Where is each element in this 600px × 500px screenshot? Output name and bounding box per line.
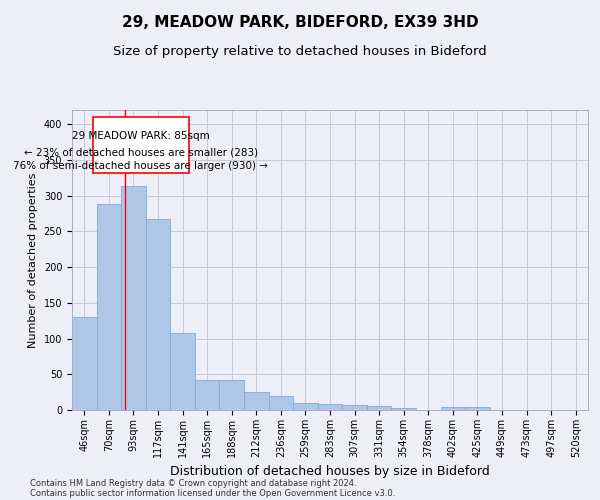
Text: Contains HM Land Registry data © Crown copyright and database right 2024.: Contains HM Land Registry data © Crown c…: [30, 478, 356, 488]
Bar: [293, 403, 318, 410]
Bar: [391, 408, 416, 410]
Text: 29 MEADOW PARK: 85sqm: 29 MEADOW PARK: 85sqm: [72, 132, 209, 141]
Text: ← 23% of detached houses are smaller (283): ← 23% of detached houses are smaller (28…: [24, 147, 258, 157]
Bar: [97, 204, 121, 410]
Bar: [342, 405, 367, 410]
Bar: [72, 317, 97, 410]
X-axis label: Distribution of detached houses by size in Bideford: Distribution of detached houses by size …: [170, 466, 490, 478]
Bar: [170, 333, 195, 410]
Bar: [440, 407, 465, 410]
Bar: [195, 380, 220, 410]
Bar: [269, 396, 293, 410]
Bar: [318, 404, 342, 410]
Bar: [367, 406, 391, 410]
Text: Contains public sector information licensed under the Open Government Licence v3: Contains public sector information licen…: [30, 488, 395, 498]
Bar: [465, 407, 490, 410]
Bar: [146, 220, 170, 410]
Text: Size of property relative to detached houses in Bideford: Size of property relative to detached ho…: [113, 45, 487, 58]
FancyBboxPatch shape: [93, 117, 189, 173]
Bar: [244, 392, 269, 410]
Bar: [220, 380, 244, 410]
Bar: [121, 186, 146, 410]
Text: 29, MEADOW PARK, BIDEFORD, EX39 3HD: 29, MEADOW PARK, BIDEFORD, EX39 3HD: [122, 15, 478, 30]
Text: 76% of semi-detached houses are larger (930) →: 76% of semi-detached houses are larger (…: [13, 162, 268, 172]
Y-axis label: Number of detached properties: Number of detached properties: [28, 172, 38, 348]
